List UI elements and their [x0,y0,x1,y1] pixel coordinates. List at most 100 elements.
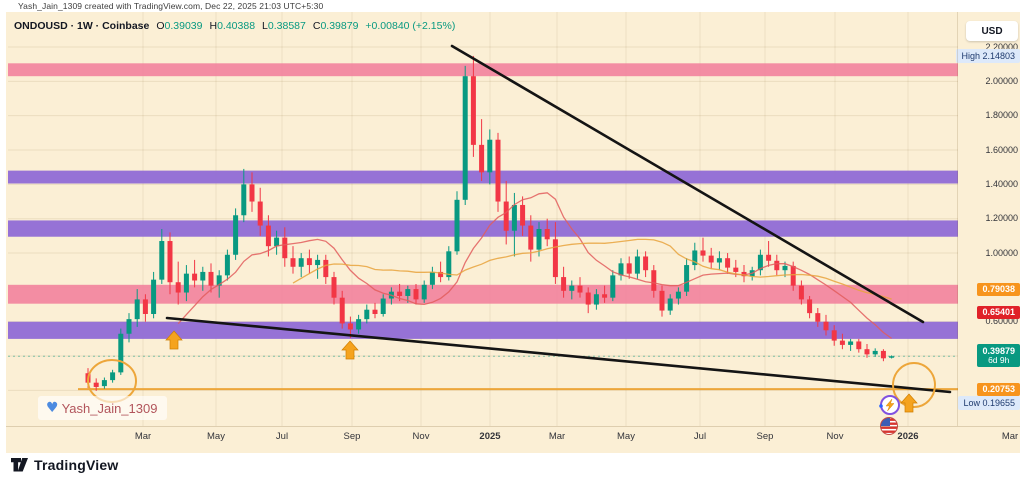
candle-body [421,284,427,300]
candle-body [536,229,542,250]
candle-body [380,298,386,314]
ohlc-key: H [209,20,218,32]
time-tick-Sep: Sep [343,431,361,442]
candle-body [151,279,157,314]
candle-body [716,258,722,263]
candle-body [798,285,804,300]
candle-body [241,184,247,216]
candle-body [889,356,895,358]
candle-body [356,319,362,330]
supply-zone-2 [8,220,958,237]
candle-body [249,184,255,202]
candle-body [511,204,517,231]
candle-body [183,273,189,293]
candle-body [118,333,124,373]
candle-body [126,319,132,334]
candle-body [282,237,288,259]
price-tick: 1.40000 [985,178,1018,189]
symbol-title: ONDOUSD · 1W · Coinbase [14,20,150,32]
candle-body [741,271,747,277]
candle-body [192,273,198,281]
candle-body [856,341,862,350]
candle-body [848,341,854,345]
candle-body [831,330,837,341]
candle-body [569,285,575,291]
time-tick-Jul: Jul [693,431,707,442]
candle-body [552,239,558,278]
candle-body [528,225,534,250]
ohlc-key: C [312,20,321,32]
candle-body [766,254,772,261]
supply-zone-1 [8,170,958,184]
candle-body [634,256,640,274]
tradingview-logo-text: TradingView [34,457,119,473]
candle-body [544,229,550,240]
candle-body [454,199,460,252]
candle-body [626,263,632,274]
candle-body [675,291,681,299]
candle-body [323,259,329,278]
candle-body [167,241,173,283]
candle-body [708,255,714,263]
price-marker-orange: 0.20753 [977,382,1020,396]
candle-body [880,350,886,359]
up-arrow-annotation [900,393,918,413]
candle-body [659,290,665,311]
watermark-username: Yash_Jain_1309 [61,400,158,416]
candle-body [175,282,181,293]
candle-body [667,298,673,311]
usa-flag-emoji [880,417,898,435]
time-tick-Mar: Mar [134,431,152,442]
lower-descending-trendline [165,316,952,394]
candle-body [700,250,706,256]
user-watermark: ♥ Yash_Jain_1309 [38,396,168,420]
ohlc-value: 0.40388 [217,20,256,32]
candle-body [159,241,165,280]
price-tick: 0.60000 [985,316,1018,327]
currency-toggle-button[interactable]: USD [966,21,1018,41]
candle-body [462,76,468,200]
time-tick-Nov: Nov [412,431,430,442]
candle-body [774,260,780,271]
price-tick: 1.00000 [985,247,1018,258]
price-tick: 2.20000 [985,41,1018,52]
price-axis-separator [957,12,958,426]
time-tick-Mar: Mar [1001,431,1019,442]
candle-body [405,289,411,296]
candle-body [315,259,321,266]
candle-body [347,323,353,330]
time-tick-May: May [207,431,225,442]
candle-body [470,76,476,145]
candle-body [610,275,616,298]
change-value: +0.00840 (+2.15%) [365,20,456,32]
candle-body [224,254,230,276]
candle-body [200,271,206,281]
candle-body [134,299,140,320]
candle-body [864,349,870,355]
time-tick-Mar: Mar [548,431,566,442]
candle-body [413,289,419,300]
candle-body [364,309,370,320]
price-marker-Low: Low 0.19655 [958,396,1020,410]
tradingview-logo[interactable]: TradingView [10,456,118,474]
ohlc-value: 0.39039 [164,20,203,32]
candle-body [823,321,829,331]
candle-body [216,275,222,286]
candle-body [684,265,690,292]
time-tick-May: May [617,431,635,442]
candle-body [397,291,403,296]
time-tick-2025: 2025 [479,431,501,442]
mid-zone [8,284,958,304]
symbol-legend[interactable]: ONDOUSD · 1W · Coinbase O0.39039 H0.40388 L… [14,20,455,32]
price-tick: 1.60000 [985,144,1018,155]
candle-body [438,271,444,278]
candle-body [602,294,608,298]
candle-body [479,144,485,173]
price-tick: 1.80000 [985,110,1018,121]
ohlc-value: 0.39879 [320,20,359,32]
target-circle-right [892,362,936,408]
candle-body [446,251,452,278]
candle-body [142,299,148,314]
